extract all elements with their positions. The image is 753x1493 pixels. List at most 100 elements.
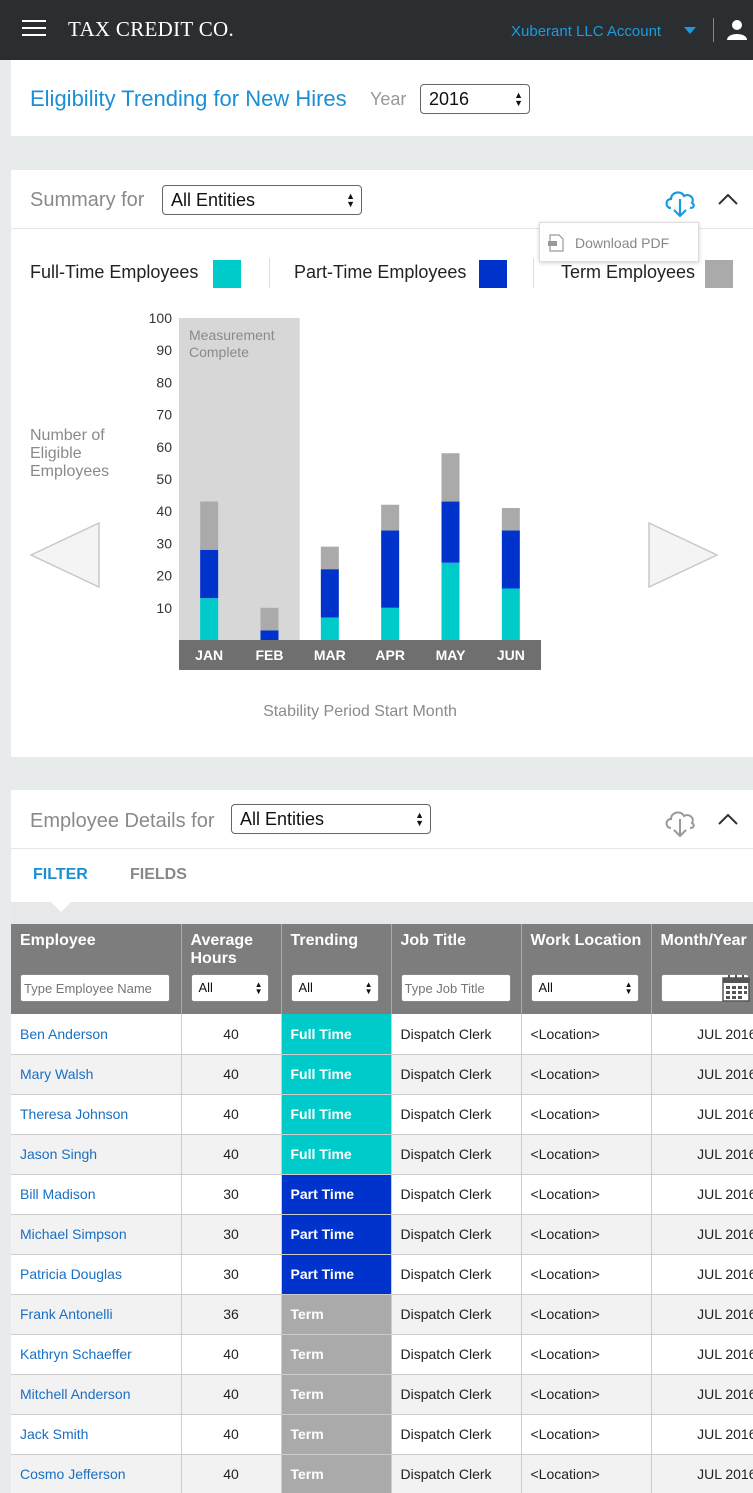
bar-feb-term-employees	[260, 607, 279, 631]
employee-name-link[interactable]: Jack Smith	[11, 1414, 182, 1455]
work-location-cell: <Location>	[521, 1054, 652, 1095]
employee-name-link[interactable]: Mary Walsh	[11, 1054, 182, 1095]
employee-name-link[interactable]: Jason Singh	[11, 1134, 182, 1175]
table-row[interactable]: Michael Simpson 30 Part Time Dispatch Clerk…	[11, 1214, 753, 1255]
cloud-download-icon[interactable]	[662, 804, 698, 840]
table-row[interactable]: Theresa Johnson 40 Full Time Dispatch Clerk…	[11, 1094, 753, 1135]
employee-name-link[interactable]: Mitchell Anderson	[11, 1374, 182, 1415]
work-location-cell: <Location>	[521, 1374, 652, 1415]
work-location-cell: <Location>	[521, 1454, 652, 1493]
employee-name-link[interactable]: Bill Madison	[11, 1174, 182, 1215]
trending-badge: Part Time	[281, 1214, 392, 1255]
column-header-average-hours: Average Hours All ▲ ▼	[181, 924, 282, 1014]
job-title-cell: Dispatch Clerk	[391, 1414, 522, 1455]
table-row[interactable]: Kathryn Schaeffer 40 Term Dispatch Clerk <Lo…	[11, 1334, 753, 1375]
employee-name-link[interactable]: Frank Antonelli	[11, 1294, 182, 1335]
bar-feb-part-time-employees	[260, 630, 279, 640]
brand-logo-text: TAX CREDIT CO.	[68, 17, 235, 41]
chevron-up-icon[interactable]	[717, 192, 739, 206]
calendar-icon[interactable]	[721, 974, 750, 1002]
hamburger-menu-icon[interactable]	[22, 20, 46, 38]
details-entity-value: All Entities	[240, 809, 325, 829]
top-nav-bar: TAX CREDIT CO. Xuberant LLC Account	[0, 0, 753, 60]
measurement-complete-label: Complete	[189, 344, 249, 360]
column-label: Trending	[290, 932, 359, 949]
trending-filter-select[interactable]: All ▲ ▼	[290, 974, 379, 1002]
divider	[533, 258, 534, 288]
job-title-cell: Dispatch Clerk	[391, 1134, 522, 1175]
chevron-up-icon[interactable]	[717, 812, 739, 826]
y-axis-title: Eligible	[30, 445, 82, 462]
page-header-panel: Eligibility Trending for New Hires Year …	[11, 60, 753, 136]
select-arrows-icon: ▲ ▼	[415, 810, 424, 828]
table-row[interactable]: Mitchell Anderson 40 Term Dispatch Clerk <Lo…	[11, 1374, 753, 1415]
job-title-cell: Dispatch Clerk	[391, 1214, 522, 1255]
average-hours-filter-select[interactable]: All ▲ ▼	[190, 974, 269, 1002]
details-entity-select[interactable]: All Entities ▲ ▼	[231, 804, 431, 834]
average-hours-cell: 36	[181, 1294, 282, 1335]
download-pdf-menu-item[interactable]: Download PDF	[539, 222, 699, 262]
x-axis-band	[179, 640, 541, 670]
column-label: Work Location	[530, 932, 642, 949]
cloud-download-icon[interactable]	[662, 184, 698, 220]
legend-swatch-term	[705, 260, 733, 288]
divider	[11, 848, 753, 849]
average-hours-cell: 40	[181, 1334, 282, 1375]
work-location-cell: <Location>	[521, 1294, 652, 1335]
work-location-cell: <Location>	[521, 1414, 652, 1455]
job-title-cell: Dispatch Clerk	[391, 1014, 522, 1055]
table-row[interactable]: Frank Antonelli 36 Term Dispatch Clerk <Loca…	[11, 1294, 753, 1335]
year-select[interactable]: 2016 ▲ ▼	[420, 84, 530, 114]
employee-name-link[interactable]: Patricia Douglas	[11, 1254, 182, 1295]
user-icon[interactable]	[726, 18, 748, 40]
legend-swatch-part-time	[479, 260, 507, 288]
table-row[interactable]: Mary Walsh 40 Full Time Dispatch Clerk <Loca…	[11, 1054, 753, 1095]
work-location-cell: <Location>	[521, 1014, 652, 1055]
select-arrows-icon: ▲ ▼	[346, 191, 355, 209]
employee-name-link[interactable]: Kathryn Schaeffer	[11, 1334, 182, 1375]
bar-apr-full-time-employees	[381, 607, 400, 640]
x-axis-title: Stability Period Start Month	[263, 703, 457, 720]
work-location-filter-select[interactable]: All ▲ ▼	[530, 974, 639, 1002]
table-row[interactable]: Patricia Douglas 30 Part Time Dispatch Cler…	[11, 1254, 753, 1295]
account-switcher[interactable]: Xuberant LLC Account	[511, 23, 662, 40]
y-tick-label: 40	[156, 503, 172, 519]
job-title-cell: Dispatch Clerk	[391, 1334, 522, 1375]
bar-jan-part-time-employees	[200, 549, 219, 599]
divider	[713, 18, 714, 42]
next-arrow-icon[interactable]	[647, 522, 719, 588]
month-year-cell: JUL 2016	[651, 1054, 753, 1095]
tab-filter[interactable]: FILTER	[33, 866, 88, 883]
caret-down-icon[interactable]	[684, 27, 696, 34]
table-row[interactable]: Jason Singh 40 Full Time Dispatch Clerk <Loc…	[11, 1134, 753, 1175]
employee-name-filter-input[interactable]	[20, 974, 170, 1002]
job-title-cell: Dispatch Clerk	[391, 1094, 522, 1135]
job-title-filter-input[interactable]	[400, 974, 511, 1002]
select-arrows-icon: ▲ ▼	[254, 980, 263, 996]
table-row[interactable]: Cosmo Jefferson 40 Term Dispatch Clerk <Loca…	[11, 1454, 753, 1493]
tab-fields[interactable]: FIELDS	[130, 866, 187, 883]
trending-badge: Part Time	[281, 1254, 392, 1295]
y-tick-label: 80	[156, 374, 172, 390]
y-tick-label: 50	[156, 471, 172, 487]
filter-select-value: All	[198, 980, 213, 995]
summary-entity-select[interactable]: All Entities ▲ ▼	[162, 185, 362, 215]
job-title-cell: Dispatch Clerk	[391, 1174, 522, 1215]
previous-arrow-icon[interactable]	[29, 522, 101, 588]
employee-name-link[interactable]: Michael Simpson	[11, 1214, 182, 1255]
table-row[interactable]: Ben Anderson 40 Full Time Dispatch Clerk <Lo…	[11, 1014, 753, 1055]
bar-mar-part-time-employees	[320, 569, 339, 618]
legend-label-term: Term Employees	[561, 262, 696, 282]
average-hours-cell: 40	[181, 1454, 282, 1493]
job-title-cell: Dispatch Clerk	[391, 1454, 522, 1493]
table-row[interactable]: Jack Smith 40 Term Dispatch Clerk <Location>…	[11, 1414, 753, 1455]
average-hours-cell: 40	[181, 1134, 282, 1175]
bar-apr-part-time-employees	[381, 530, 400, 608]
table-row[interactable]: Bill Madison 30 Part Time Dispatch Clerk <Lo…	[11, 1174, 753, 1215]
employee-name-link[interactable]: Cosmo Jefferson	[11, 1454, 182, 1493]
month-year-cell: JUL 2016	[651, 1454, 753, 1493]
month-year-cell: JUL 2016	[651, 1334, 753, 1375]
employee-name-link[interactable]: Theresa Johnson	[11, 1094, 182, 1135]
employee-name-link[interactable]: Ben Anderson	[11, 1014, 182, 1055]
